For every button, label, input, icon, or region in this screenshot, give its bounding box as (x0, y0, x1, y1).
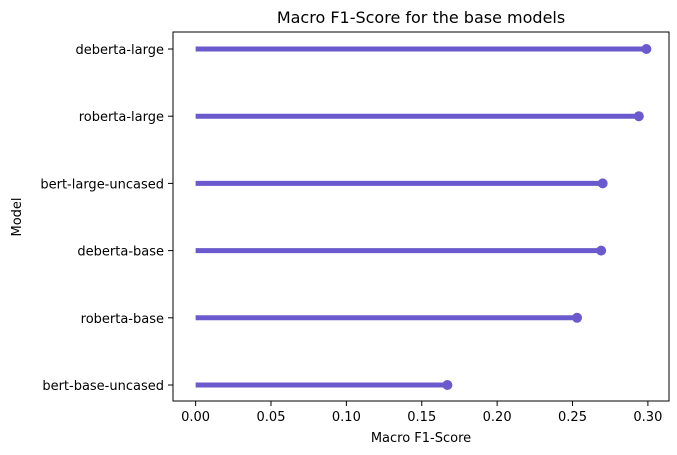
x-tick-label: 0.30 (633, 410, 662, 425)
y-tick-label: roberta-large (79, 110, 164, 125)
x-tick-label: 0.25 (558, 410, 587, 425)
y-tick-label: deberta-large (75, 43, 164, 58)
lollipop-marker (442, 380, 453, 390)
lollipop-marker (597, 178, 608, 189)
x-tick-label: 0.20 (483, 410, 512, 425)
x-tick-label: 0.15 (407, 410, 436, 425)
lollipop-marker (641, 44, 652, 54)
lollipop-marker (633, 111, 644, 122)
x-tick-label: 0.05 (257, 410, 286, 425)
y-axis-label: Model (10, 197, 25, 236)
x-tick-label: 0.00 (181, 410, 210, 425)
y-tick-label: bert-base-uncased (42, 379, 164, 394)
x-axis-label: Macro F1-Score (371, 431, 471, 446)
y-tick-label: bert-large-uncased (40, 177, 164, 192)
plot-area: 0.00 0.05 0.10 0.15 0.20 0.25 0.30 deberta-larg… (40, 31, 670, 425)
y-tick-label: deberta-base (77, 245, 164, 260)
y-tick-label: roberta-base (81, 312, 164, 327)
chart-title: Macro F1-Score for the base models (277, 8, 565, 27)
x-tick-label: 0.10 (332, 410, 361, 425)
plot-frame (172, 31, 670, 402)
lollipop-marker (596, 245, 607, 256)
lollipop-marker (572, 312, 583, 323)
